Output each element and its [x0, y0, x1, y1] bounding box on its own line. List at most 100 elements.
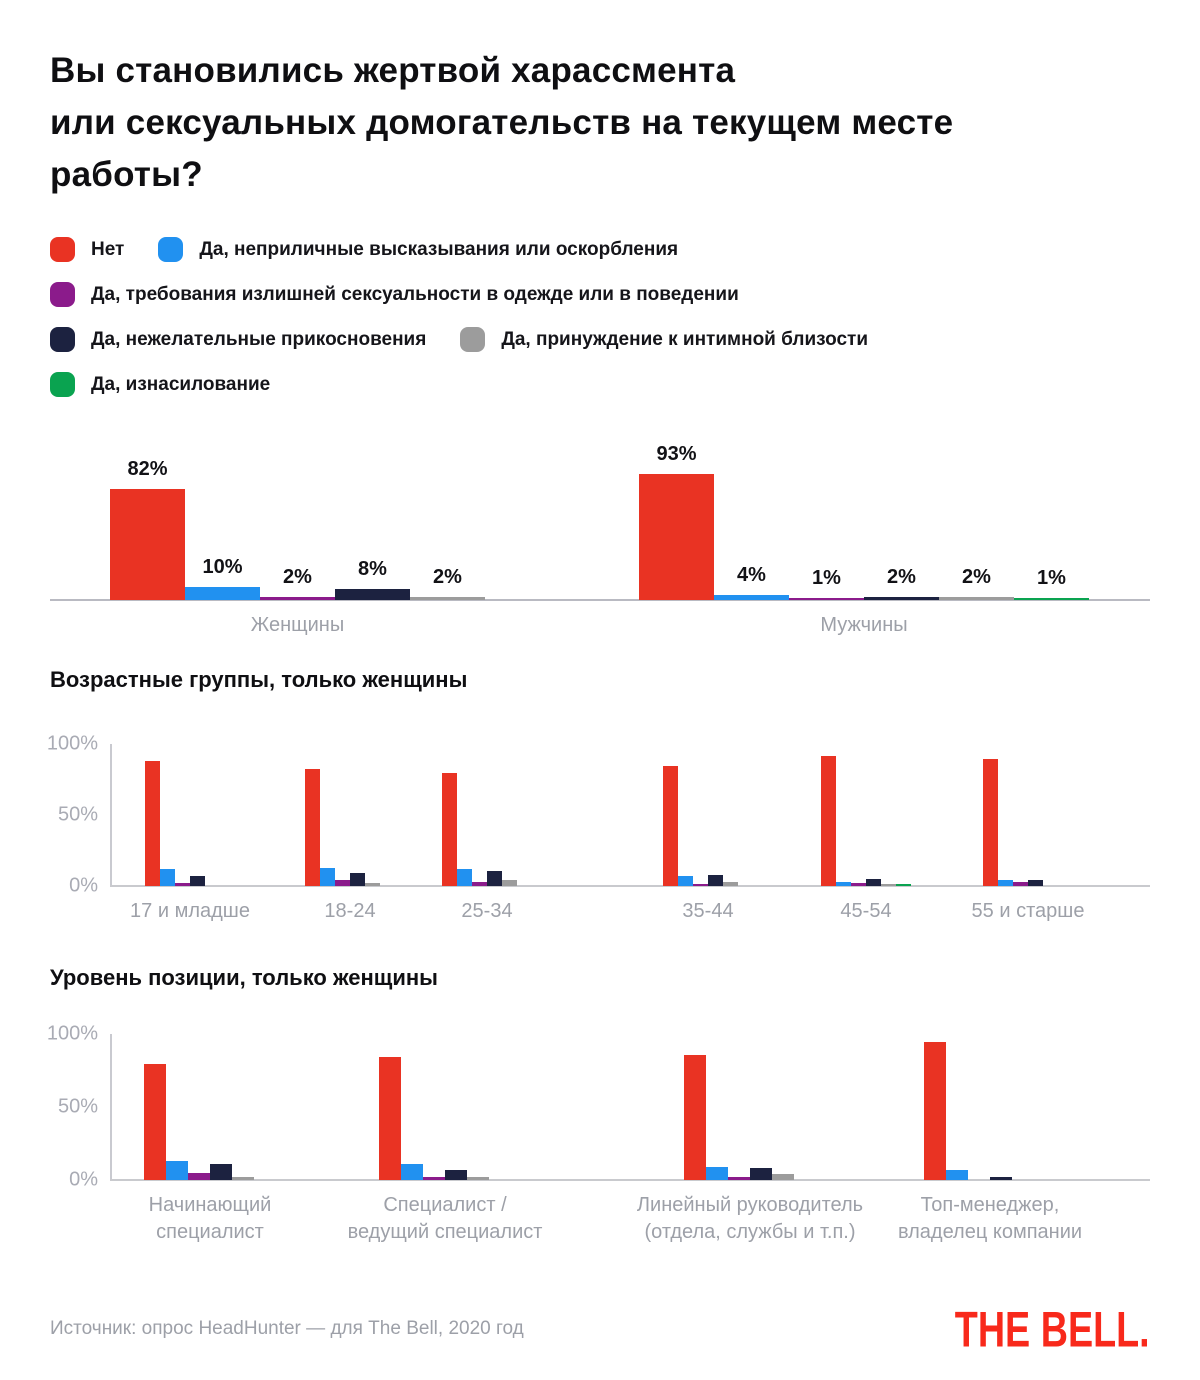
bar-dress: [728, 1177, 750, 1180]
legend-label: Да, требования излишней сексуальности в …: [91, 283, 739, 305]
bar-coercion: [881, 884, 896, 886]
category-label: 18-24: [324, 900, 376, 922]
category-label: 17 и младше: [130, 900, 250, 922]
bar-touch: [708, 874, 723, 886]
bar-coercion: [772, 1174, 794, 1180]
category-label: Начинающий специалист: [148, 1194, 272, 1243]
y-axis-tick: 50%: [57, 803, 98, 826]
bar-remarks: [678, 876, 693, 886]
bar-touch: [445, 1169, 467, 1180]
bar-no: [379, 1056, 401, 1180]
bar-coercion: [410, 597, 485, 600]
legend-item-touch: Да, нежелательные прикосновения: [50, 327, 426, 352]
category-label: Топ-менеджер, владелец компании: [897, 1194, 1083, 1243]
chart-by-position: 0% 50% 100% Начинающий специалист Специалист…: [47, 1023, 1150, 1246]
x-axis-line: [110, 885, 1150, 887]
bar-value-label: 2%: [433, 566, 462, 589]
bar-touch: [990, 1177, 1012, 1180]
bar-coercion: [365, 883, 380, 886]
legend-row: Да, нежелательные прикосновения Да, прину…: [50, 327, 1150, 352]
section-title-position: Уровень позиции, только женщины: [50, 965, 438, 990]
bar-remarks: [160, 869, 175, 886]
legend-item-remarks: Да, неприличные высказывания или оскорбл…: [158, 237, 678, 262]
y-axis-line: [110, 744, 112, 886]
legend-item-no: Нет: [50, 237, 124, 262]
bar-value-label: 10%: [202, 555, 243, 578]
bar-remarks: [320, 867, 335, 886]
legend-label: Да, изнасилование: [91, 373, 271, 395]
bar-no: [145, 760, 160, 886]
bar-touch: [350, 873, 365, 886]
category-label: 55 и старше: [971, 900, 1085, 922]
bar-value-label: 1%: [812, 567, 841, 589]
legend-swatch-rape: [50, 372, 75, 397]
y-axis-line: [110, 1034, 112, 1180]
bar-dress: [693, 884, 708, 886]
page-title-line: или сексуальных домогательств на текущем…: [50, 103, 954, 142]
bar-dress: [175, 883, 190, 886]
bar-coercion: [502, 880, 517, 886]
legend-swatch-touch: [50, 327, 75, 352]
category-label: 45-54: [840, 900, 892, 922]
bar-coercion: [939, 597, 1014, 600]
source-note: Источник: опрос HeadHunter — для The Bel…: [50, 1318, 524, 1339]
bar-coercion: [232, 1177, 254, 1180]
bar-no: [639, 474, 714, 600]
the-bell-logo: THE BELL.: [955, 1300, 1150, 1358]
bar-touch: [864, 597, 939, 600]
bar-dress: [188, 1172, 210, 1180]
bar-touch: [210, 1164, 232, 1180]
bar-coercion: [723, 881, 738, 886]
legend-row: Да, изнасилование: [50, 372, 1150, 397]
chart-by-gender: 82% 93% 10% 4% 2% 1% 8% 2% 2% 2% 1% Женщины Мужчины: [50, 430, 1150, 636]
category-label: 35-44: [682, 900, 734, 922]
bar-coercion: [467, 1177, 489, 1180]
chart-by-gender-categories: Женщины Мужчины: [50, 600, 1150, 636]
category-label: Мужчины: [820, 614, 908, 636]
bar-dress: [851, 883, 866, 886]
bar-remarks: [401, 1164, 423, 1180]
legend-swatch-remarks: [158, 237, 184, 262]
legend-row: Нет Да, неприличные высказывания или оско…: [50, 237, 1150, 262]
y-axis-tick: 100%: [46, 732, 98, 755]
bar-dress: [423, 1177, 445, 1180]
bar-value-label: 4%: [737, 563, 766, 586]
bar-value-label: 82%: [127, 458, 168, 481]
page-title-line: Вы становились жертвой харассмента: [50, 51, 736, 90]
bar-touch: [190, 876, 205, 886]
bar-touch: [750, 1168, 772, 1180]
bar-remarks: [185, 586, 260, 600]
chart-by-position-categories: Начинающий специалист Специалист / ведущий …: [50, 1180, 1150, 1246]
section-title-age: Возрастные группы, только женщины: [50, 667, 468, 692]
bar-dress: [335, 880, 350, 886]
bar-no: [663, 766, 678, 886]
bar-rape: [1014, 598, 1089, 600]
chart-by-age: 0% 50% 100% 17 и младше 18-24 25-34 35-44 45-5…: [47, 733, 1150, 922]
bar-remarks: [457, 869, 472, 886]
x-axis-line: [110, 1179, 1150, 1181]
bar-value-label: 8%: [358, 558, 387, 581]
page-title-line: работы?: [50, 155, 203, 194]
legend-swatch-coercion: [460, 327, 486, 352]
bar-remarks: [998, 880, 1013, 886]
bar-dress: [472, 881, 487, 886]
bar-touch: [866, 878, 881, 886]
bar-value-label: 1%: [1037, 567, 1066, 589]
bar-touch: [1028, 880, 1043, 886]
bar-touch: [335, 589, 410, 600]
bar-no: [924, 1042, 946, 1180]
legend-label: Нет: [91, 238, 125, 260]
bar-no: [684, 1055, 706, 1180]
bar-no: [983, 759, 998, 886]
y-axis-tick: 50%: [57, 1095, 98, 1118]
footer: Источник: опрос HeadHunter — для The Bel…: [50, 1301, 1150, 1357]
chart-by-age-categories: 17 и младше 18-24 25-34 35-44 45-54 55 и стар…: [50, 886, 1150, 922]
bar-no: [305, 768, 320, 886]
bar-value-label: 2%: [962, 566, 991, 589]
bar-remarks: [166, 1161, 188, 1180]
bar-dress: [789, 598, 864, 600]
y-axis-tick: 0%: [69, 1168, 98, 1191]
bar-remarks: [714, 594, 789, 600]
legend-row: Да, требования излишней сексуальности в …: [50, 282, 1150, 307]
